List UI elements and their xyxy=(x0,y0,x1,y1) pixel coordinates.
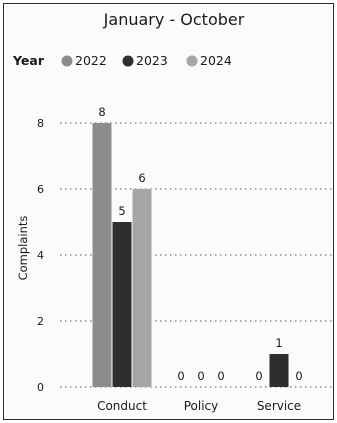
bar-service-2023 xyxy=(269,354,289,387)
bars xyxy=(92,123,289,387)
legend: Year 2022 2023 2024 xyxy=(12,53,232,68)
x-tick-service: Service xyxy=(257,399,301,413)
data-label-policy-2024: 0 xyxy=(217,369,224,383)
bar-conduct-2024 xyxy=(132,189,152,387)
y-tick-2: 2 xyxy=(37,315,44,328)
data-label-conduct-2023: 5 xyxy=(118,204,125,218)
data-label-service-2024: 0 xyxy=(295,369,302,383)
y-tick-4: 4 xyxy=(37,249,44,262)
y-axis-label: Complaints xyxy=(16,216,30,281)
chart-frame xyxy=(3,3,334,420)
data-label-policy-2023: 0 xyxy=(197,369,204,383)
y-axis-ticks: 0 2 4 6 8 xyxy=(37,117,44,394)
legend-marker-2024 xyxy=(186,55,198,67)
x-axis-categories: Conduct Policy Service xyxy=(97,399,301,413)
y-tick-0: 0 xyxy=(37,381,44,394)
data-label-service-2022: 0 xyxy=(255,369,262,383)
legend-label-2022: 2022 xyxy=(75,53,107,68)
data-label-conduct-2024: 6 xyxy=(138,171,145,185)
data-label-service-2023: 1 xyxy=(275,336,282,350)
x-tick-policy: Policy xyxy=(184,399,219,413)
legend-label-2023: 2023 xyxy=(136,53,168,68)
legend-marker-2022 xyxy=(61,55,73,67)
y-tick-8: 8 xyxy=(37,117,44,130)
legend-marker-2023 xyxy=(122,55,134,67)
bar-conduct-2023 xyxy=(112,222,132,387)
data-label-conduct-2022: 8 xyxy=(98,105,105,119)
legend-label-2024: 2024 xyxy=(200,53,232,68)
y-tick-6: 6 xyxy=(37,183,44,196)
data-label-policy-2022: 0 xyxy=(177,369,184,383)
x-tick-conduct: Conduct xyxy=(97,399,147,413)
bar-conduct-2022 xyxy=(92,123,112,387)
chart-title: January - October xyxy=(103,10,245,29)
legend-title: Year xyxy=(12,53,45,68)
